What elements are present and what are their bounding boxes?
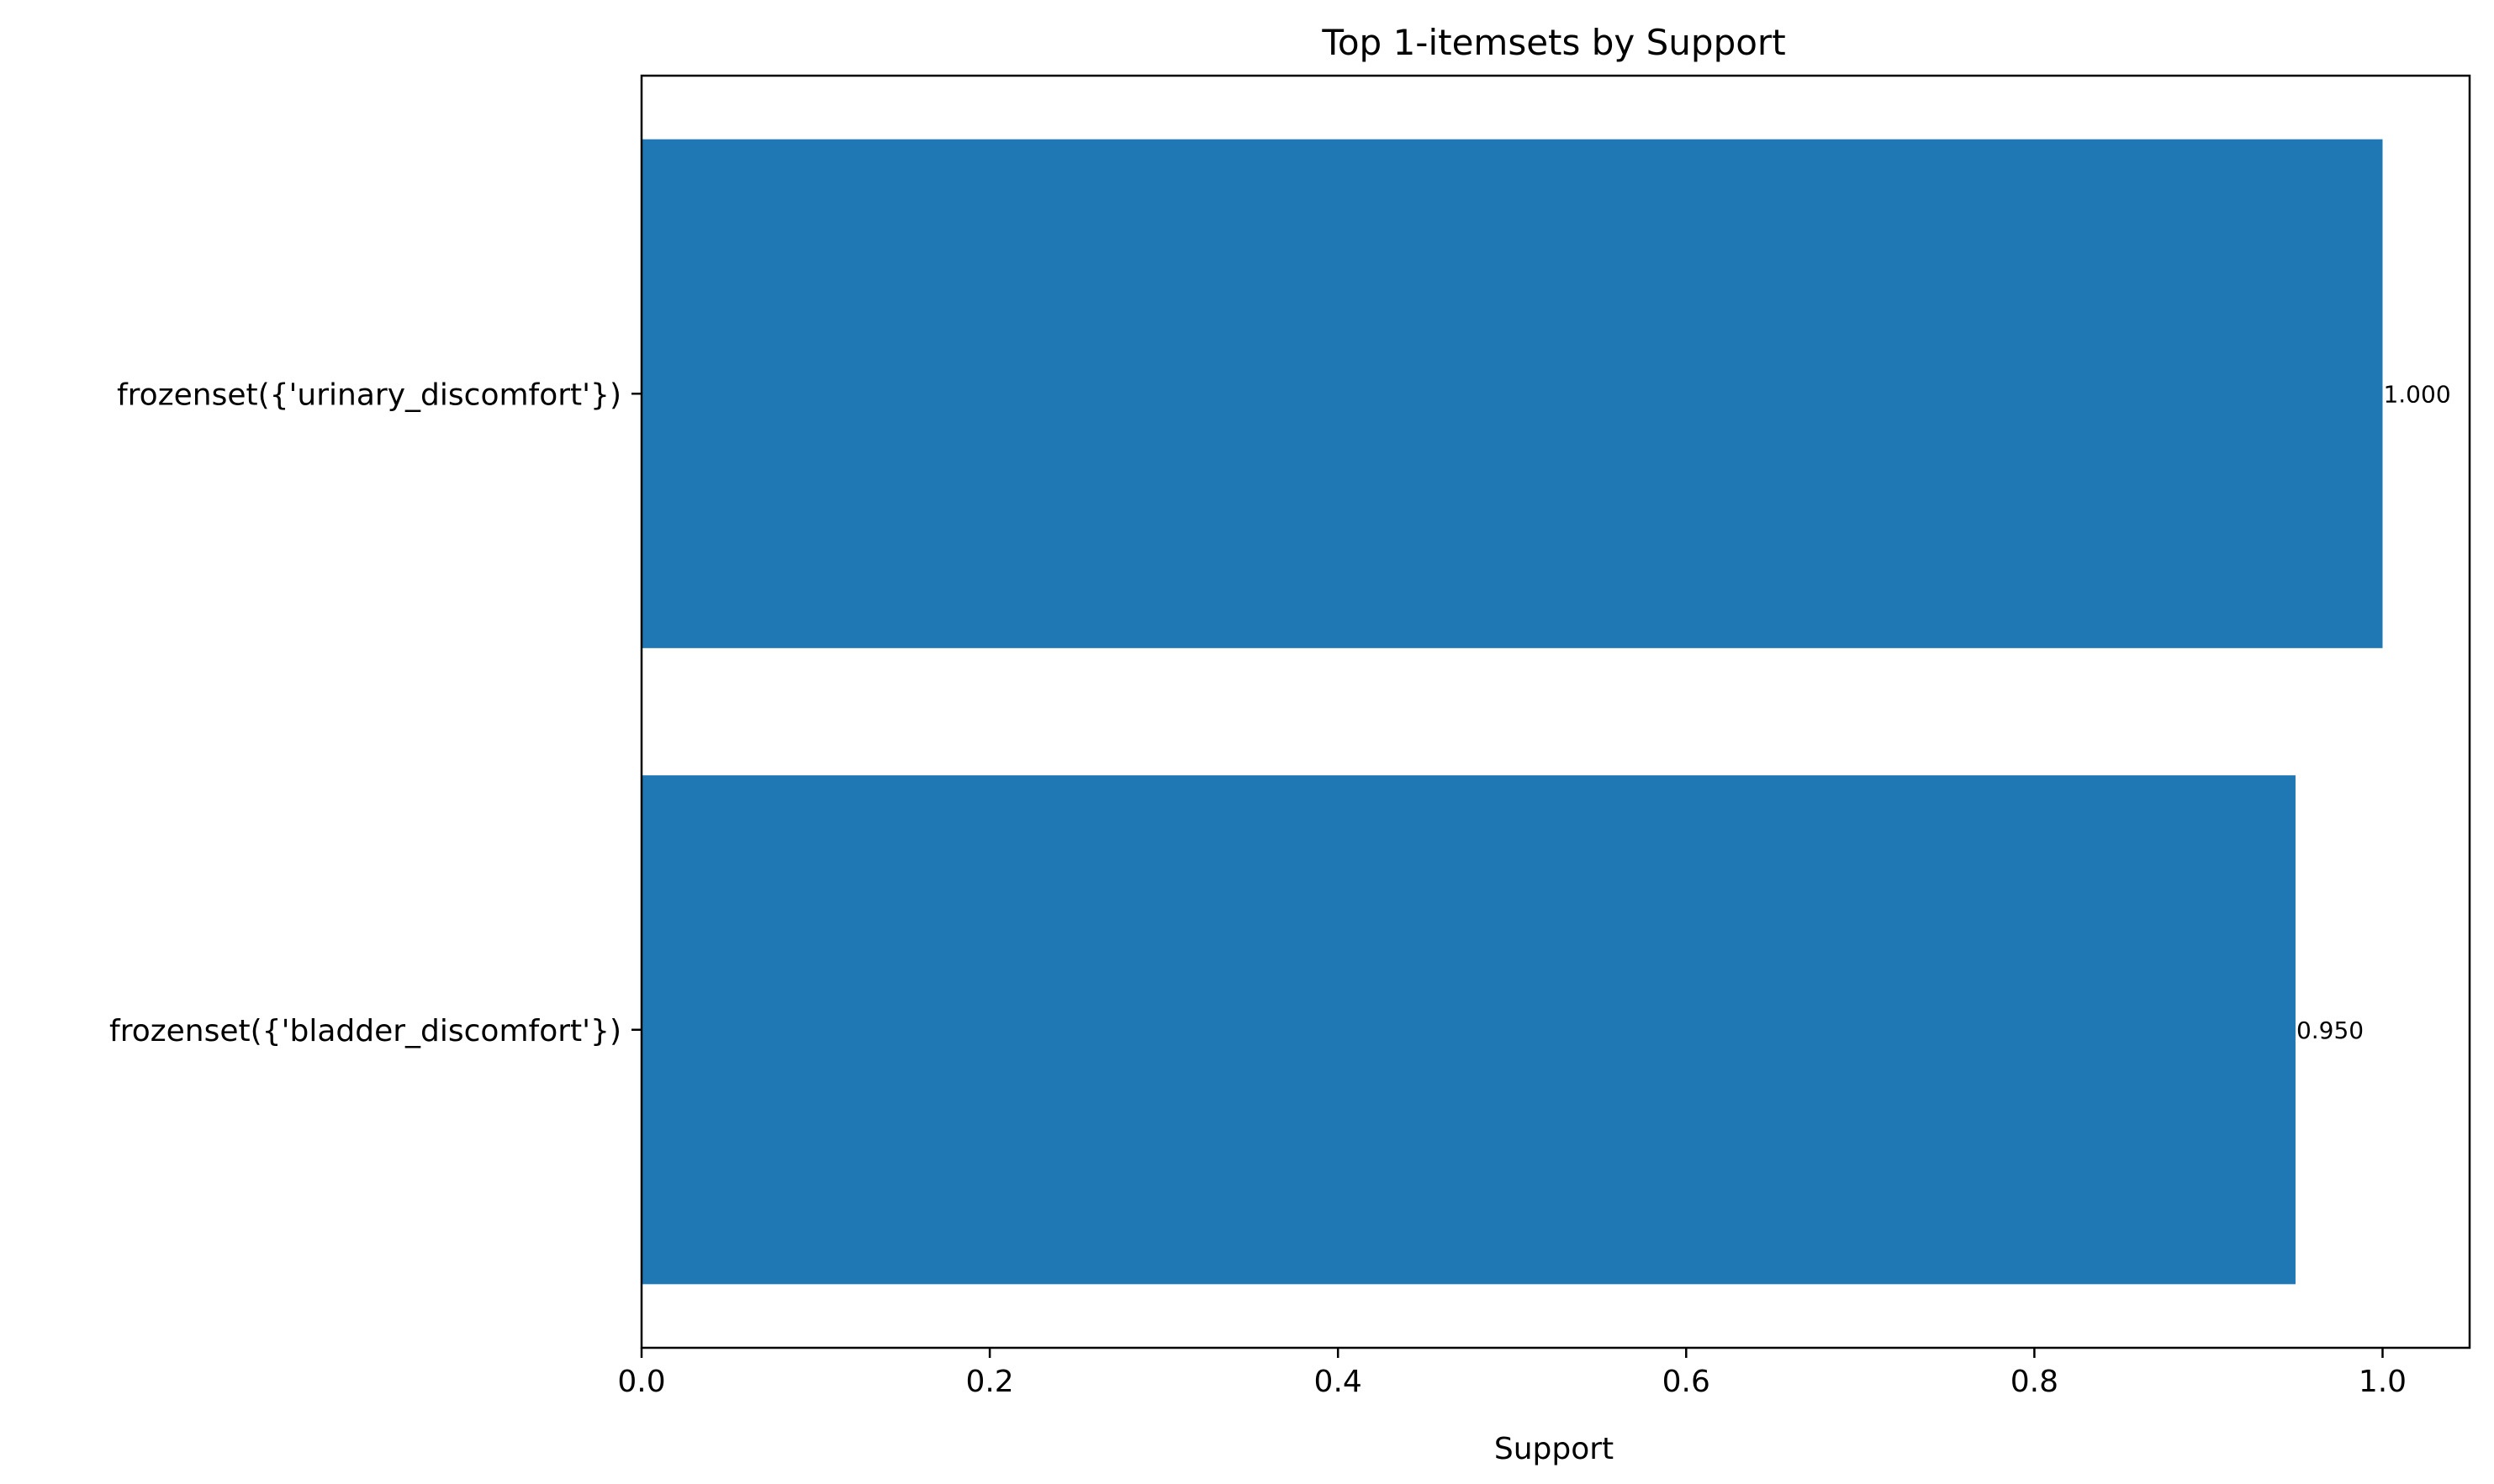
x-axis-ticks: 0.0 0.2 0.4 0.6 0.8 1.0	[617, 1348, 2407, 1399]
bar-value-label: 0.950	[2296, 1017, 2364, 1044]
x-tick-label: 0.0	[617, 1365, 665, 1399]
y-tick-label: frozenset({'bladder_discomfort'})	[109, 1014, 621, 1048]
x-tick-label: 0.4	[1314, 1365, 1362, 1399]
x-tick-label: 0.8	[2011, 1365, 2058, 1399]
y-axis-ticks: frozenset({'urinary_discomfort'})frozens…	[109, 378, 642, 1048]
bar	[642, 775, 2296, 1285]
plot-frame	[640, 74, 2471, 1349]
y-tick-label: frozenset({'urinary_discomfort'})	[117, 378, 621, 412]
bar-value-labels: 1.000 0.950	[2296, 380, 2451, 1044]
chart-title: Top 1-itemsets by Support	[1321, 22, 1785, 63]
x-tick-label: 0.2	[965, 1365, 1013, 1399]
x-tick-label: 1.0	[2359, 1365, 2407, 1399]
bar	[642, 139, 2383, 648]
bars	[642, 139, 2383, 1285]
x-tick-label: 0.6	[1662, 1365, 1710, 1399]
bar-value-label: 1.000	[2383, 380, 2450, 408]
x-axis-label: Support	[1494, 1432, 1614, 1466]
